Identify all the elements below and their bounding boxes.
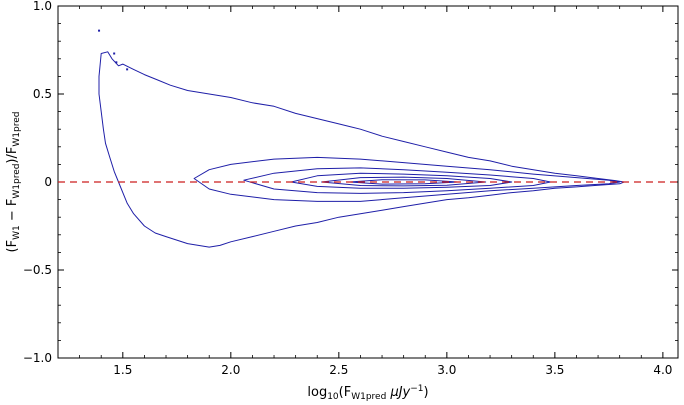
- contour-layer: [98, 29, 625, 248]
- contour-level-1: [98, 51, 625, 248]
- x-tick-label: 2.0: [221, 363, 240, 377]
- x-tick-label: 3.5: [545, 363, 564, 377]
- outlier-point: [126, 68, 129, 71]
- outlier-point: [98, 29, 101, 32]
- y-tick-label: −0.5: [23, 263, 52, 277]
- y-tick-label: 1.0: [33, 0, 52, 13]
- x-tick-label: 3.0: [437, 363, 456, 377]
- contour-level-4: [290, 172, 513, 189]
- y-tick-label: 0: [44, 175, 52, 189]
- contour-level-5: [321, 176, 487, 187]
- axis-ticks: [57, 5, 678, 359]
- contour-level-2: [193, 156, 621, 202]
- x-tick-label: 2.5: [329, 363, 348, 377]
- y-axis-label: (FW1 − FW1pred)/FW1pred: [5, 112, 22, 253]
- x-tick-label: 4.0: [653, 363, 672, 377]
- tick-labels: 1.5 2.0 2.5 3.0 3.5 4.0 1.0 0.5 0 −0.5 −1.0: [23, 0, 673, 377]
- outlier-point: [115, 61, 118, 64]
- plot-area: [57, 5, 679, 359]
- outlier-point: [113, 52, 116, 55]
- y-tick-label: 0.5: [33, 87, 52, 101]
- x-axis-label: log10(FW1pred μJy−1): [307, 384, 428, 401]
- x-tick-label: 1.5: [113, 363, 132, 377]
- y-tick-label: −1.0: [23, 351, 52, 365]
